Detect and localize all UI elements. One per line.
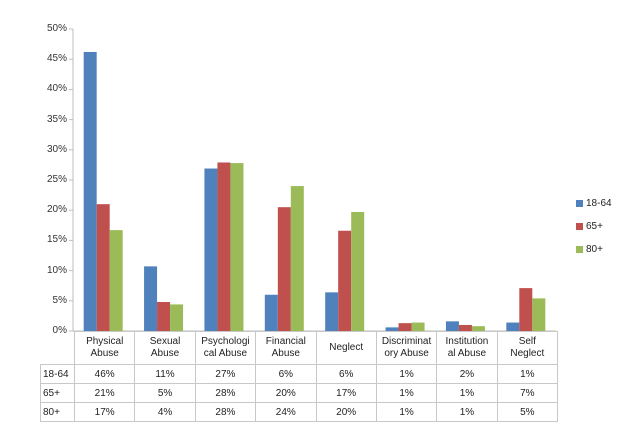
table-cell: 27%	[194, 364, 257, 384]
bar-18-64	[83, 51, 97, 332]
bar-18-64	[325, 292, 339, 331]
y-tick-label: 15%	[46, 234, 67, 246]
table-cell: 7%	[496, 383, 559, 403]
category-label: Self Neglect	[496, 331, 559, 365]
table-row: 65+ 21% 5% 28% 20% 17% 1% 1% 7%	[40, 383, 559, 403]
table-corner	[40, 331, 75, 365]
bar-18-64	[506, 322, 520, 331]
category-label: Financial Abuse	[255, 331, 317, 365]
legend-label: 65+	[586, 221, 603, 232]
bar-65+	[96, 204, 110, 331]
table-cell: 46%	[73, 364, 136, 384]
table-cell: 28%	[194, 383, 257, 403]
table-cell: 1%	[375, 364, 438, 384]
bar-65+	[217, 162, 231, 331]
y-tick-label: 50%	[46, 23, 67, 34]
y-tick-label: 25%	[46, 174, 67, 185]
bar-80+	[290, 186, 304, 331]
bar-80+	[109, 230, 123, 331]
legend-item: 65+	[576, 215, 612, 238]
bar-80+	[351, 212, 365, 331]
table-cell: 1%	[375, 402, 438, 422]
table-cell: 21%	[73, 383, 136, 403]
bar-18-64	[385, 327, 399, 331]
bar-18-64	[204, 168, 218, 331]
table-cell: 11%	[134, 364, 196, 384]
y-tick-label: 5%	[52, 294, 67, 306]
table-cell: 1%	[496, 364, 559, 384]
y-tick-label: 40%	[46, 83, 67, 95]
y-tick-label: 35%	[46, 113, 67, 125]
category-label: Physical Abuse	[73, 331, 136, 365]
y-tick-label: 20%	[46, 204, 67, 216]
legend-item: 80+	[576, 238, 612, 261]
category-label: Sexual Abuse	[134, 331, 196, 365]
y-tick-label: 0%	[52, 325, 67, 336]
y-tick-label: 30%	[46, 143, 67, 155]
table-cell: 17%	[315, 383, 377, 403]
category-label: Discriminat ory Abuse	[375, 331, 438, 365]
category-label: Institution al Abuse	[436, 331, 498, 365]
bar-65+	[277, 207, 291, 331]
category-label: Psychologi cal Abuse	[194, 331, 257, 365]
bar-80+	[471, 326, 485, 331]
legend-label: 18-64	[586, 198, 612, 209]
table-cell: 1%	[375, 383, 438, 403]
table-cell: 1%	[436, 383, 498, 403]
table-row: 18-64 46% 11% 27% 6% 6% 1% 2% 1%	[40, 364, 559, 384]
data-table: Physical Abuse Sexual Abuse Psychologi cal Ab…	[40, 331, 559, 422]
bar-65+	[458, 324, 472, 331]
legend-swatch-icon	[576, 223, 583, 230]
table-cell: 17%	[73, 402, 136, 422]
bar-65+	[519, 288, 533, 331]
row-header: 18-64	[40, 364, 75, 384]
table-cell: 20%	[315, 402, 377, 422]
table-cell: 5%	[134, 383, 196, 403]
table-cell: 5%	[496, 402, 559, 422]
table-cell: 24%	[255, 402, 317, 422]
legend: 18-64 65+ 80+	[576, 192, 612, 261]
category-label: Neglect	[315, 331, 377, 365]
legend-swatch-icon	[576, 200, 583, 207]
bar-65+	[398, 323, 412, 331]
row-header: 65+	[40, 383, 75, 403]
legend-item: 18-64	[576, 192, 612, 215]
y-tick-label: 45%	[46, 53, 67, 65]
bar-80+	[230, 163, 244, 331]
legend-swatch-icon	[576, 246, 583, 253]
row-header: 80+	[40, 402, 75, 422]
bar-80+	[532, 298, 546, 331]
table-row: 80+ 17% 4% 28% 24% 20% 1% 1% 5%	[40, 402, 559, 422]
table-cell: 20%	[255, 383, 317, 403]
table-cell: 4%	[134, 402, 196, 422]
table-cell: 6%	[315, 364, 377, 384]
y-tick-label: 10%	[46, 264, 67, 276]
legend-label: 80+	[586, 244, 603, 255]
table-cell: 2%	[436, 364, 498, 384]
table-cell: 28%	[194, 402, 257, 422]
bar-65+	[338, 230, 352, 331]
bar-18-64	[445, 321, 459, 331]
bar-80+	[170, 304, 184, 331]
bar-65+	[157, 302, 171, 331]
table-cell: 1%	[436, 402, 498, 422]
table-cell: 6%	[255, 364, 317, 384]
bar-18-64	[264, 294, 278, 331]
bar-80+	[411, 322, 425, 331]
bar-18-64	[144, 266, 158, 331]
